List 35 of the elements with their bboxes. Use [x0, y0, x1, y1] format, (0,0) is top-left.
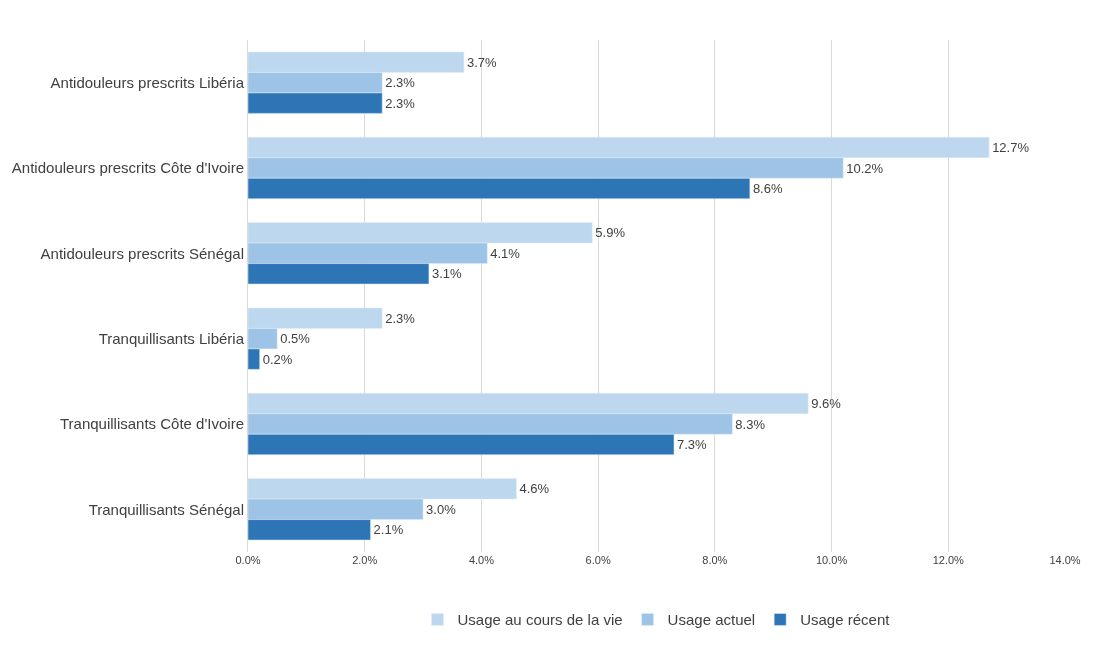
- data-label: 2.3%: [385, 310, 416, 326]
- data-label: 8.3%: [735, 416, 766, 432]
- y-tick-label: Antidouleurs prescrits Sénégal: [40, 244, 244, 262]
- y-tick-label: Tranquillisants Sénégal: [88, 500, 244, 518]
- data-label: 2.3%: [385, 95, 416, 111]
- y-tick-label: Tranquillisants Libéria: [98, 329, 245, 347]
- data-label: 3.1%: [431, 266, 462, 282]
- x-tick-label: 2.0%: [352, 554, 378, 566]
- data-label: 7.3%: [677, 436, 708, 452]
- data-label: 5.9%: [595, 225, 626, 241]
- x-tick-label: 0.0%: [235, 554, 261, 566]
- legend-label: Usage actuel: [667, 611, 756, 629]
- data-label: 3.7%: [466, 54, 497, 70]
- data-label: 2.3%: [385, 75, 416, 91]
- y-tick-label: Antidouleurs prescrits Côte d'Ivoire: [11, 159, 244, 177]
- y-tick-label: Antidouleurs prescrits Libéria: [50, 73, 245, 91]
- x-tick-label: 4.0%: [468, 554, 495, 566]
- x-tick-label: 10.0%: [815, 554, 848, 566]
- data-label: 9.6%: [811, 396, 842, 412]
- legend-label: Usage au cours de la vie: [457, 611, 623, 629]
- data-label: 0.5%: [280, 331, 311, 347]
- x-tick-label: 12.0%: [932, 554, 965, 566]
- data-label: 12.7%: [992, 140, 1030, 156]
- x-tick-label: 8.0%: [702, 554, 728, 566]
- data-label: 2.1%: [373, 522, 404, 538]
- data-label: 3.0%: [426, 501, 457, 517]
- x-tick-label: 14.0%: [1049, 554, 1081, 566]
- data-label: 10.2%: [846, 160, 884, 176]
- legend-label: Usage récent: [800, 611, 891, 629]
- data-label: 4.6%: [519, 481, 550, 497]
- data-label: 8.6%: [752, 180, 783, 196]
- data-label: 0.2%: [262, 351, 293, 367]
- x-tick-label: 6.0%: [585, 554, 611, 566]
- y-tick-label: Tranquillisants Côte d'Ivoire: [59, 415, 244, 433]
- data-label: 4.1%: [490, 245, 521, 261]
